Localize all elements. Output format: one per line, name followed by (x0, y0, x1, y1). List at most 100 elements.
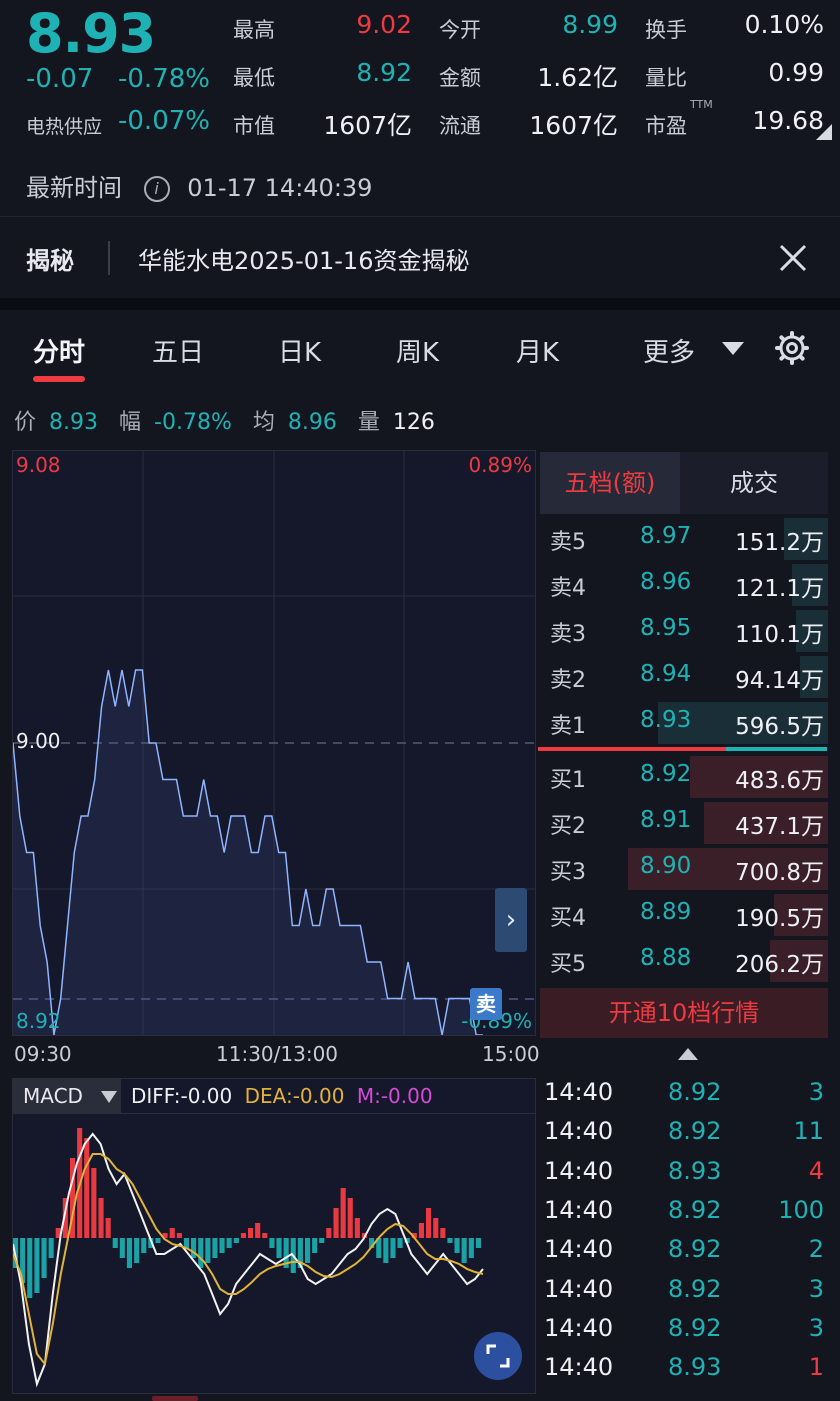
macd-histogram-bar (55, 1228, 61, 1238)
tick-volume: 11 (793, 1117, 824, 1146)
level-label: 买1 (550, 768, 586, 793)
macd-histogram-bar (112, 1238, 118, 1248)
sector-label[interactable]: 电热供应 (26, 116, 103, 138)
sell-marker[interactable]: 卖 (470, 988, 502, 1020)
macd-histogram-bar (126, 1238, 132, 1268)
macd-header: MACD DIFF:-0.00 DEA:-0.00 M:-0.00 (12, 1078, 536, 1114)
macd-histogram-bar (198, 1238, 204, 1268)
open-label: 今开 (439, 18, 481, 42)
high-value: 9.02 (356, 10, 412, 39)
level-price: 8.90 (640, 853, 692, 879)
reveal-text[interactable]: 华能水电2025-01-16资金揭秘 (138, 247, 470, 275)
collapse-up-icon[interactable] (678, 1048, 698, 1060)
level-label: 买2 (550, 814, 586, 839)
tab-weekly-k[interactable]: 周K (396, 338, 440, 368)
macd-histogram-bar (454, 1238, 460, 1253)
tab-five-levels[interactable]: 五档(额) (540, 452, 680, 514)
ask-row[interactable]: 卖5 8.97 151.2万 (540, 516, 828, 562)
fund-reveal-banner[interactable]: 揭秘 华能水电2025-01-16资金揭秘 (0, 216, 840, 298)
info-icon[interactable]: i (143, 176, 170, 202)
volume-ratio-value: 0.99 (768, 58, 824, 87)
open-level10-button[interactable]: 开通10档行情 (540, 988, 828, 1038)
pe-value: 19.68 (752, 106, 824, 135)
gear-icon[interactable] (774, 330, 810, 366)
order-book-tabs: 五档(额) 成交 (540, 452, 828, 514)
macd-diff: DIFF:-0.00 (131, 1084, 233, 1108)
macd-histogram-bar (148, 1238, 154, 1248)
bid-row[interactable]: 买3 8.90 700.8万 (540, 846, 828, 892)
bid-row[interactable]: 买5 8.88 206.2万 (540, 938, 828, 984)
tick-price: 8.93 (668, 1353, 722, 1382)
reveal-divider (108, 241, 110, 275)
tab-trades[interactable]: 成交 (730, 469, 778, 497)
intraday-chart[interactable]: 9.08 0.89% 9.00 8.92 -0.89% (12, 450, 536, 1036)
tab-five-day[interactable]: 五日 (152, 338, 205, 368)
open-value: 8.99 (562, 10, 618, 39)
time-axis-mid: 11:30/13:00 (216, 1042, 339, 1066)
avg-label: 均 (252, 410, 275, 435)
ask-row[interactable]: 卖2 8.94 94.14万 (540, 654, 828, 700)
tab-monthly-k[interactable]: 月K (516, 338, 560, 368)
macd-chart[interactable] (12, 1114, 536, 1394)
tab-intraday[interactable]: 分时 (33, 338, 86, 368)
chart-tabs: 分时 五日 日K 周K 月K 更多 (0, 310, 840, 394)
macd-histogram-bar (169, 1228, 175, 1238)
bid-row[interactable]: 买1 8.92 483.6万 (540, 754, 828, 800)
vol-label: 量 (357, 410, 380, 435)
macd-histogram-bar (383, 1238, 389, 1263)
chevron-right-icon[interactable]: › (495, 888, 527, 952)
tick-time: 14:40 (544, 1117, 614, 1146)
macd-histogram-bar (219, 1238, 225, 1253)
volume-bar (792, 564, 828, 606)
macd-histogram-bar (141, 1238, 147, 1253)
dropdown-icon (101, 1091, 117, 1103)
ask-row[interactable]: 卖3 8.95 110.1万 (540, 608, 828, 654)
macd-histogram-bar (397, 1238, 403, 1248)
axis-bottom-price: 8.92 (16, 1009, 61, 1033)
level-label: 买3 (550, 860, 586, 885)
macd-histogram-bar (433, 1218, 439, 1238)
volume-ratio-label: 量比 (645, 66, 687, 90)
level-volume: 206.2万 (735, 952, 824, 978)
level-volume: 437.1万 (735, 814, 824, 840)
close-icon[interactable] (778, 243, 808, 273)
macd-histogram-bar (176, 1233, 182, 1238)
pe-label[interactable]: 市盈 (645, 114, 687, 138)
macd-dea-line (12, 1153, 484, 1367)
macd-histogram-bar (440, 1228, 446, 1238)
indicator-name: MACD (23, 1084, 83, 1108)
macd-values: DIFF:-0.00 DEA:-0.00 M:-0.00 (131, 1084, 433, 1108)
corner-expand-icon[interactable] (816, 124, 832, 140)
tick-row: 14:40 8.93 1 (540, 1353, 828, 1393)
fullscreen-icon[interactable] (474, 1332, 522, 1380)
level-label: 卖4 (550, 576, 586, 601)
high-label: 最高 (233, 18, 275, 42)
price-change: -0.07 (26, 64, 94, 94)
tick-volume: 3 (808, 1078, 824, 1106)
macd-histogram-bar (27, 1238, 33, 1298)
tick-price: 8.92 (668, 1195, 722, 1224)
volume-bar (704, 802, 828, 844)
indicator-selector[interactable]: MACD (13, 1079, 121, 1113)
dropdown-icon[interactable] (722, 342, 744, 356)
ask-row[interactable]: 卖1 8.93 596.5万 (540, 700, 828, 746)
ask-strength-bar (726, 747, 827, 751)
tab-more[interactable]: 更多 (643, 338, 696, 368)
reveal-tag: 揭秘 (26, 247, 74, 275)
bid-row[interactable]: 买2 8.91 437.1万 (540, 800, 828, 846)
volume-bar (800, 656, 828, 698)
macd-dea: DEA:-0.00 (244, 1084, 345, 1108)
tick-time: 14:40 (544, 1235, 614, 1264)
tick-price: 8.92 (668, 1235, 722, 1264)
tab-daily-k[interactable]: 日K (278, 338, 322, 368)
ask-row[interactable]: 卖4 8.96 121.1万 (540, 562, 828, 608)
level-price: 8.94 (640, 661, 692, 687)
macd-histogram-bar (162, 1233, 168, 1238)
time-axis-end: 15:00 (482, 1042, 540, 1066)
macd-histogram-bar (404, 1238, 410, 1243)
quote-header: 8.93 -0.07 -0.78% 电热供应 -0.07% 最高 9.02 今开… (0, 0, 840, 216)
bid-row[interactable]: 买4 8.89 190.5万 (540, 892, 828, 938)
low-value: 8.92 (356, 58, 412, 87)
turnover-value: 0.10% (744, 10, 824, 39)
tick-price: 8.92 (668, 1274, 722, 1303)
